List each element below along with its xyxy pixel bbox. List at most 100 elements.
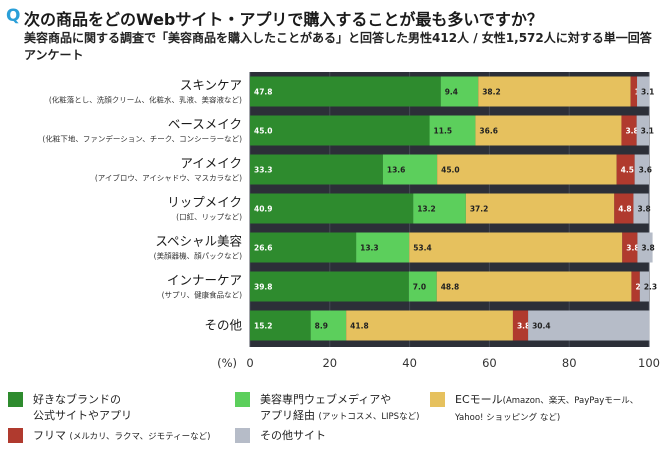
bar-segment xyxy=(382,154,438,185)
data-label: 38.2 xyxy=(482,88,501,97)
data-label: 33.3 xyxy=(254,166,273,175)
bar-segment xyxy=(637,232,653,263)
bar-segment xyxy=(250,193,414,224)
data-label: 36.6 xyxy=(479,127,498,136)
data-label: 3.8 xyxy=(637,205,650,214)
data-label: 3.8 xyxy=(626,244,639,253)
legend-swatch xyxy=(235,392,250,407)
x-axis-label: (%) xyxy=(217,356,237,370)
legend-item-beauty-media: 美容専門ウェブメディアや アプリ経由 (アットコスメ、LIPSなど) xyxy=(235,392,419,425)
bar-segment xyxy=(346,310,513,341)
x-tick-label: 60 xyxy=(482,356,497,370)
bar-segment xyxy=(475,115,622,146)
data-label: 45.0 xyxy=(254,127,273,136)
bar-segment xyxy=(633,193,649,224)
category-label: ベースメイク xyxy=(168,117,242,132)
bar-segment xyxy=(637,76,650,107)
legend-item-flea-market: フリマ (メルカリ、ラクマ、ジモティーなど) xyxy=(8,428,210,445)
category-label: インナーケア xyxy=(167,273,242,288)
x-tick-label: 100 xyxy=(638,356,660,370)
stacked-bar-chart: 47.89.438.21.63.1スキンケア(化粧落とし、洗顔クリーム、化粧水、… xyxy=(42,72,660,370)
category-label: アイメイク xyxy=(180,156,242,171)
bar-segment xyxy=(440,76,479,107)
category-label: リップメイク xyxy=(167,195,242,210)
legend-label-line: 美容専門ウェブメディアや xyxy=(260,393,392,406)
bar-segment xyxy=(636,115,649,146)
bar-segment xyxy=(250,310,311,341)
chart-title: 次の商品をどのWebサイト・アプリで購入することが最も多いですか？ xyxy=(24,10,543,29)
x-tick-label: 0 xyxy=(246,356,253,370)
data-label: 47.8 xyxy=(254,88,273,97)
legend-label-note: (メルカリ、ラクマ、ジモティーなど) xyxy=(69,432,211,442)
legend-label: ECモール(Amazon、楽天、PayPayモール、 Yahoo! ショッピング… xyxy=(455,392,638,426)
data-label: 11.5 xyxy=(434,127,453,136)
bar-segment xyxy=(465,193,615,224)
bar-segment xyxy=(512,310,529,341)
data-label: 13.2 xyxy=(417,205,436,214)
legend-label-line: ECモール xyxy=(455,393,503,406)
category-label: スキンケア xyxy=(180,78,242,93)
legend-label-note: (アットコスメ、LIPSなど) xyxy=(318,412,420,422)
x-tick-label: 40 xyxy=(402,356,417,370)
data-label: 13.6 xyxy=(387,166,406,175)
bar-segment xyxy=(634,154,649,185)
category-label: その他 xyxy=(204,318,242,333)
data-label: 4.5 xyxy=(621,166,634,175)
data-label: 48.8 xyxy=(441,283,460,292)
bar-segment xyxy=(621,115,637,146)
bar-segment xyxy=(478,76,631,107)
category-sublabel: (化粧下地、ファンデーション、チーク、コンシーラーなど) xyxy=(42,134,242,144)
data-label: 41.8 xyxy=(350,322,369,331)
data-label: 13.3 xyxy=(360,244,379,253)
legend-swatch xyxy=(235,428,250,443)
data-label: 2.3 xyxy=(644,283,657,292)
bar-segment xyxy=(639,271,649,302)
question-mark-label: Q xyxy=(6,6,21,26)
category-label: スペシャル美容 xyxy=(155,234,242,249)
legend-label-line: 好きなブランドの xyxy=(33,393,121,406)
data-label: 37.2 xyxy=(470,205,489,214)
legend-label-line: その他サイト xyxy=(260,429,326,442)
bar-segment xyxy=(409,232,623,263)
legend-item-ec-mall: ECモール(Amazon、楽天、PayPayモール、 Yahoo! ショッピング… xyxy=(430,392,638,426)
bar-segment xyxy=(614,193,634,224)
data-label: 3.1 xyxy=(641,127,654,136)
legend-swatch xyxy=(8,392,23,407)
bar-segment xyxy=(437,154,617,185)
data-label: 39.8 xyxy=(254,283,273,292)
bar-segment xyxy=(528,310,650,341)
bar-segment xyxy=(622,232,638,263)
legend-label: その他サイト xyxy=(260,428,326,444)
legend-label-line: アプリ経由 xyxy=(260,409,315,422)
bar-segment xyxy=(250,76,441,107)
bar-segment xyxy=(436,271,632,302)
data-label: 9.4 xyxy=(445,88,458,97)
category-sublabel: (美顔器機、顔パックなど) xyxy=(154,251,242,261)
legend-label-note: (Amazon、楽天、PayPayモール、 xyxy=(502,396,639,406)
x-tick-label: 20 xyxy=(322,356,337,370)
data-label: 3.6 xyxy=(639,166,652,175)
bar-segment xyxy=(631,271,640,302)
data-label: 7.0 xyxy=(413,283,426,292)
bar-segment xyxy=(250,115,430,146)
category-sublabel: (化粧落とし、洗顔クリーム、化粧水、乳液、美容液など) xyxy=(49,95,242,105)
data-label: 40.9 xyxy=(254,205,273,214)
legend-swatch xyxy=(8,428,23,443)
data-label: 3.8 xyxy=(641,244,654,253)
x-tick-label: 80 xyxy=(562,356,577,370)
legend-label-line: 公式サイトやアプリ xyxy=(33,409,132,422)
data-label: 45.0 xyxy=(441,166,460,175)
data-label: 8.9 xyxy=(315,322,328,331)
legend-item-brand-site: 好きなブランドの 公式サイトやアプリ xyxy=(8,392,132,424)
bar-segment xyxy=(250,154,383,185)
category-sublabel: (アイブロウ、アイシャドウ、マスカラなど) xyxy=(95,173,242,183)
category-sublabel: (口紅、リップなど) xyxy=(176,212,242,222)
data-label: 4.8 xyxy=(618,205,631,214)
data-label: 3.1 xyxy=(641,88,654,97)
bar-segment xyxy=(429,115,476,146)
data-label: 3.8 xyxy=(517,322,530,331)
bar-segment xyxy=(630,76,638,107)
legend-swatch xyxy=(430,392,445,407)
data-label: 3.8 xyxy=(625,127,638,136)
data-label: 53.4 xyxy=(413,244,432,253)
